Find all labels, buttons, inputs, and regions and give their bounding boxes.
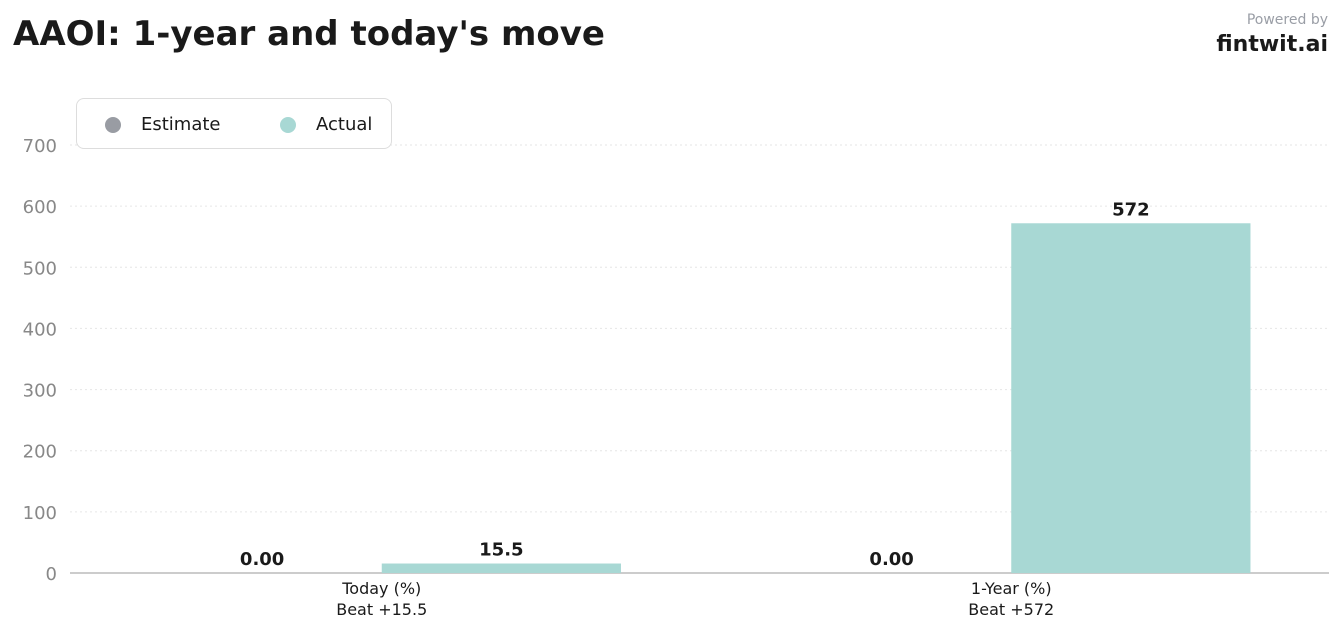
y-tick-label-200: 200 — [23, 442, 57, 463]
chart-title: AAOI: 1-year and today's move — [13, 14, 605, 54]
y-tick-label-0: 0 — [46, 564, 57, 585]
bar-actual-0 — [381, 563, 621, 573]
y-tick-label-500: 500 — [23, 258, 57, 279]
legend-label-actual: Actual — [316, 114, 373, 135]
y-tick-label-100: 100 — [23, 503, 57, 524]
legend-item-actual[interactable]: Actual — [280, 99, 372, 150]
legend-marker-actual — [280, 116, 296, 133]
y-tick-label-300: 300 — [23, 381, 57, 402]
legend-item-estimate[interactable]: Estimate — [105, 99, 221, 150]
legend-marker-estimate — [105, 116, 121, 133]
y-tick-label-700: 700 — [23, 136, 57, 157]
x-tick-label-1: 1-Year (%) — [971, 579, 1052, 598]
x-tick-sublabel-0: Beat +15.5 — [336, 600, 427, 619]
legend-label-estimate: Estimate — [141, 114, 221, 135]
bar-actual-1 — [1011, 223, 1251, 573]
x-tick-sublabel-1: Beat +572 — [968, 600, 1054, 619]
data-label-estimate-1: 0.00 — [869, 549, 913, 570]
data-label-actual-0: 15.5 — [479, 540, 523, 561]
y-tick-label-400: 400 — [23, 319, 57, 340]
data-label-estimate-0: 0.00 — [240, 549, 284, 570]
data-label-actual-1: 572 — [1112, 199, 1150, 220]
y-tick-label-600: 600 — [23, 197, 57, 218]
powered-by-label: Powered by — [1246, 12, 1328, 28]
chart-legend: Estimate Actual — [76, 98, 392, 149]
brand-logo-text: fintwit.ai — [1216, 32, 1328, 57]
x-tick-label-0: Today (%) — [341, 579, 421, 598]
